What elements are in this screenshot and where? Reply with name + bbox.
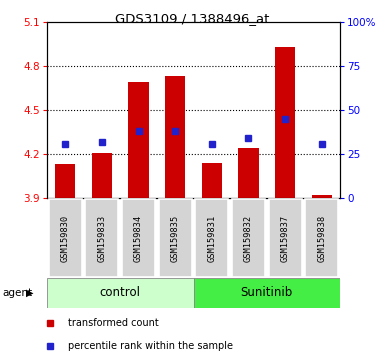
Text: control: control <box>100 286 141 299</box>
Text: GSM159835: GSM159835 <box>171 215 180 262</box>
Text: GSM159832: GSM159832 <box>244 215 253 262</box>
Bar <box>311 195 332 198</box>
Text: Sunitinib: Sunitinib <box>241 286 293 299</box>
Text: agent: agent <box>2 288 32 298</box>
Bar <box>165 76 185 198</box>
Bar <box>305 199 338 277</box>
Text: percentile rank within the sample: percentile rank within the sample <box>67 341 233 351</box>
Bar <box>122 199 155 277</box>
Bar <box>47 278 194 308</box>
Bar <box>269 199 301 277</box>
Bar <box>49 199 82 277</box>
Bar <box>275 47 295 198</box>
Bar <box>195 199 228 277</box>
Bar <box>55 164 75 198</box>
Text: GSM159837: GSM159837 <box>281 215 290 262</box>
Bar <box>232 199 265 277</box>
Bar <box>202 163 222 198</box>
Text: ▶: ▶ <box>26 288 33 298</box>
Text: GSM159833: GSM159833 <box>97 215 106 262</box>
Bar <box>159 199 192 277</box>
Bar <box>85 199 119 277</box>
Bar <box>238 148 258 198</box>
Text: GSM159831: GSM159831 <box>207 215 216 262</box>
Text: GSM159838: GSM159838 <box>317 215 326 262</box>
Bar <box>194 278 340 308</box>
Bar <box>92 153 112 198</box>
Text: GSM159830: GSM159830 <box>61 215 70 262</box>
Text: transformed count: transformed count <box>67 318 158 328</box>
Text: GDS3109 / 1388496_at: GDS3109 / 1388496_at <box>116 12 270 25</box>
Bar <box>129 82 149 198</box>
Text: GSM159834: GSM159834 <box>134 215 143 262</box>
